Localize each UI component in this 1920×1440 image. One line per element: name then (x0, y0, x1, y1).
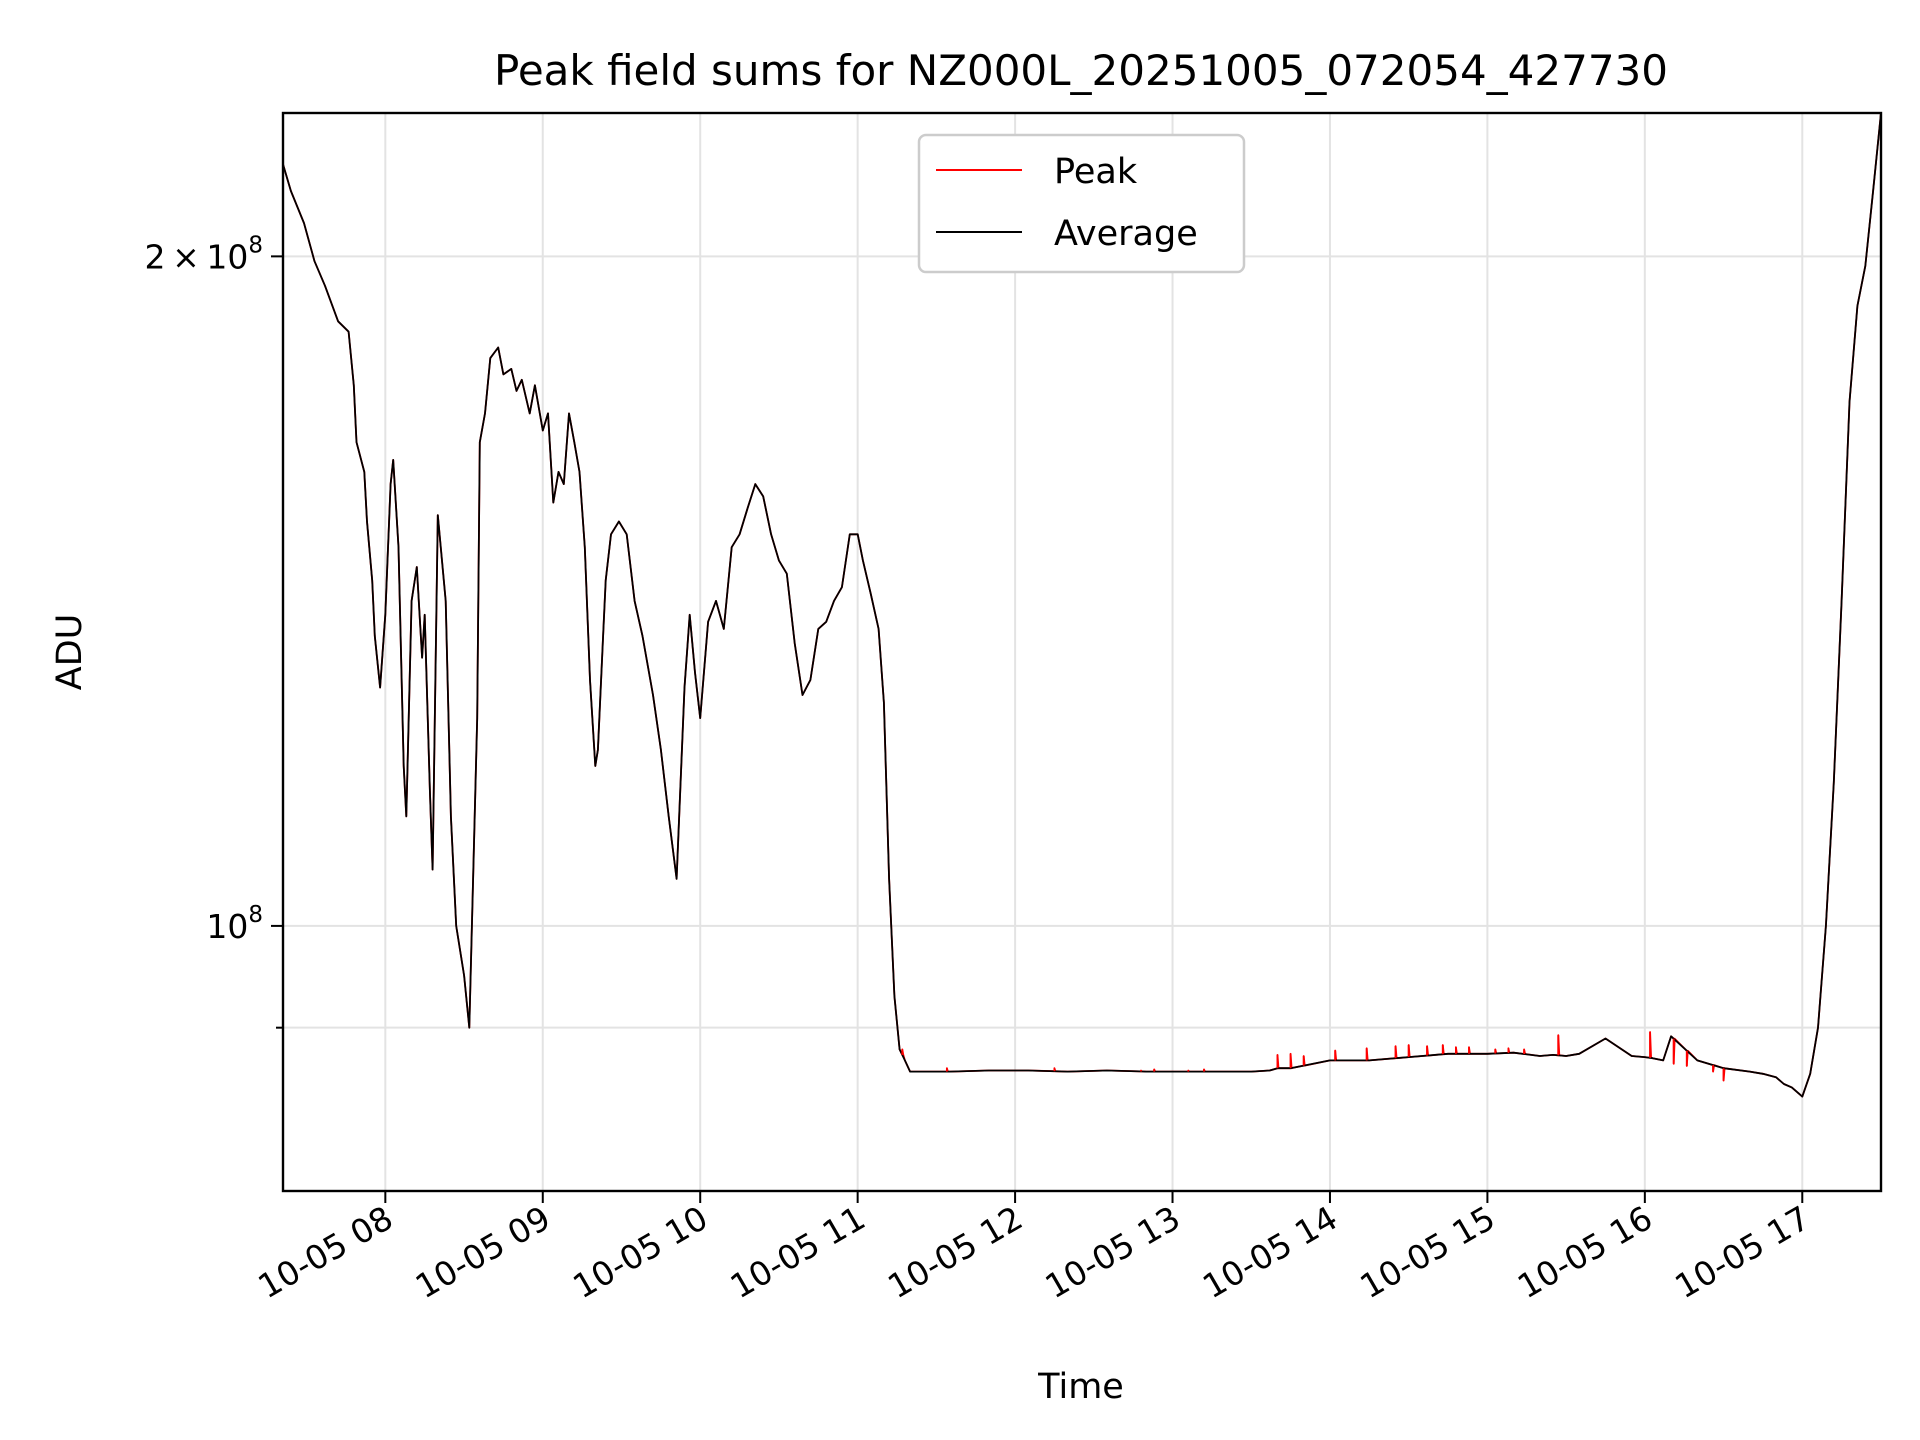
series-layer (283, 113, 1881, 1098)
y-tick-label: 108 (206, 902, 263, 946)
legend: Peak Average (917, 133, 1246, 274)
x-axis-label: Time (1037, 1367, 1124, 1407)
grid (283, 113, 1881, 1191)
series-average-line (283, 113, 1881, 1098)
y-tick-label: 2 × 108 (145, 232, 263, 276)
legend-peak-label: Peak (1054, 152, 1138, 192)
legend-average-label: Average (1054, 214, 1198, 254)
plot-frame (281, 111, 1883, 1193)
y-axis-label: ADU (50, 614, 90, 691)
chart-title: Peak field sums for NZ000L_20251005_0720… (494, 46, 1668, 95)
